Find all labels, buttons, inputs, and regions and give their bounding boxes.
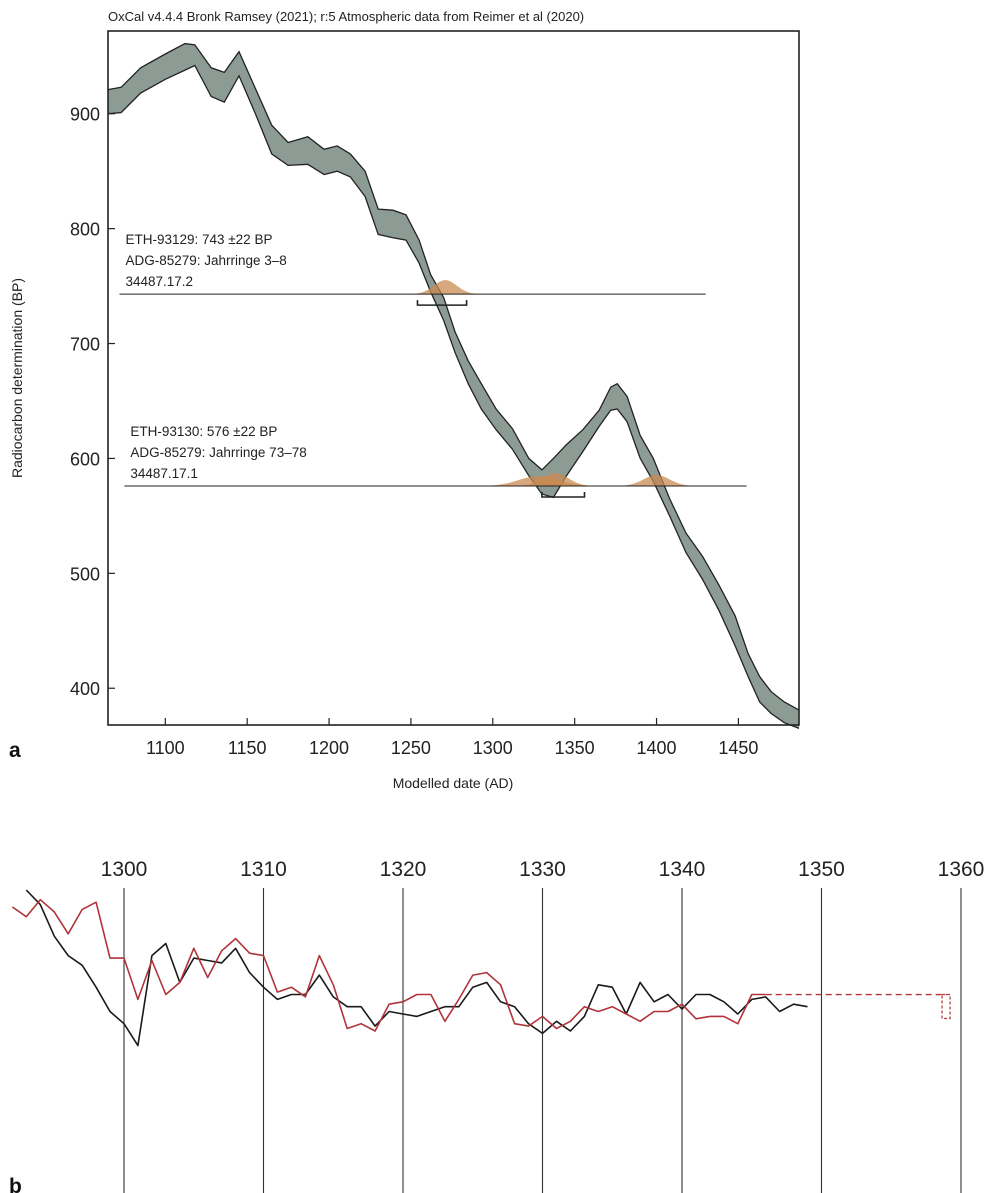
panel-b-tree-ring-chart: 1300 1310 1320 1330 1340 1350 1360 b [9, 858, 984, 1193]
date-label-line: ETH-93130: 576 ±22 BP [130, 424, 277, 439]
series-line-1 [25, 889, 808, 1047]
range-bracket [416, 300, 468, 306]
x-axis-ticks: 1100 1150 1200 1250 1300 1350 1400 1450 [146, 718, 758, 758]
year-label: 1310 [240, 858, 287, 881]
panel-letter-b: b [9, 1175, 22, 1193]
y-tick-label: 900 [70, 105, 100, 125]
date-label-line: 34487.17.2 [125, 274, 193, 289]
y-axis-ticks: 400 500 600 700 800 900 [70, 105, 115, 699]
year-gridlines: 1300 1310 1320 1330 1340 1350 1360 [101, 858, 985, 1193]
range-bracket [541, 492, 586, 498]
x-tick-label: 1450 [718, 738, 758, 758]
series-line-2 [11, 898, 766, 1032]
x-tick-label: 1400 [637, 738, 677, 758]
radiocarbon-date-2: ETH-93130: 576 ±22 BP ADG-85279: Jahrring… [124, 424, 747, 498]
year-label: 1330 [519, 858, 566, 881]
year-label: 1300 [101, 858, 148, 881]
x-tick-label: 1300 [473, 738, 513, 758]
panel-letter-a: a [9, 739, 21, 762]
radiocarbon-date-1: ETH-93129: 743 ±22 BP ADG-85279: Jahrring… [119, 232, 706, 306]
year-label: 1340 [659, 858, 706, 881]
year-label: 1320 [380, 858, 427, 881]
x-tick-label: 1100 [146, 738, 185, 758]
date-label-line: 34487.17.1 [130, 466, 198, 481]
x-tick-label: 1150 [228, 738, 267, 758]
y-tick-label: 600 [70, 449, 100, 469]
chart-title: OxCal v4.4.4 Bronk Ramsey (2021); r:5 At… [108, 9, 584, 24]
y-tick-label: 700 [70, 335, 100, 355]
probability-peak [515, 473, 595, 486]
panel-a-radiocarbon-calibration-chart: OxCal v4.4.4 Bronk Ramsey (2021); r:5 At… [9, 9, 800, 791]
x-tick-label: 1250 [391, 738, 431, 758]
probability-peak [617, 475, 696, 486]
date-label-line: ETH-93129: 743 ±22 BP [125, 232, 272, 247]
calibration-curve-band [107, 42, 800, 730]
probability-peak [410, 280, 480, 294]
x-tick-label: 1200 [309, 738, 349, 758]
plot-frame [107, 30, 800, 726]
year-label: 1350 [798, 858, 845, 881]
tree-ring-series [11, 889, 951, 1047]
extension-box [941, 993, 951, 1020]
x-axis-label: Modelled date (AD) [393, 775, 514, 791]
date-label-line: ADG-85279: Jahrringe 3–8 [125, 253, 286, 268]
year-label: 1360 [938, 858, 985, 881]
y-tick-label: 800 [70, 220, 100, 240]
date-label-line: ADG-85279: Jahrringe 73–78 [130, 445, 306, 460]
radiocarbon-dates: ETH-93129: 743 ±22 BP ADG-85279: Jahrring… [119, 232, 747, 498]
y-tick-label: 500 [70, 564, 100, 584]
x-tick-label: 1350 [555, 738, 595, 758]
calibration-band-fill [108, 43, 799, 729]
calibration-band-upper-edge [107, 42, 800, 711]
calibration-band-lower-edge [107, 64, 800, 730]
y-axis-label: Radiocarbon determination (BP) [9, 278, 25, 478]
y-tick-label: 400 [70, 679, 100, 699]
